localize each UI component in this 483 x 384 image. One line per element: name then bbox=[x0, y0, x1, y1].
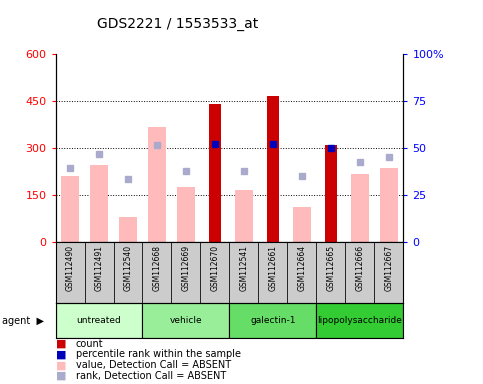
Bar bbox=[325, 145, 337, 242]
Bar bbox=[287, 242, 316, 303]
Text: GSM112664: GSM112664 bbox=[298, 245, 306, 291]
Text: ■: ■ bbox=[56, 339, 66, 349]
Text: count: count bbox=[76, 339, 103, 349]
Bar bbox=[235, 190, 253, 242]
Bar bbox=[85, 242, 114, 303]
Text: value, Detection Call = ABSENT: value, Detection Call = ABSENT bbox=[76, 360, 231, 370]
Bar bbox=[229, 242, 258, 303]
Text: untreated: untreated bbox=[77, 316, 121, 325]
Text: GSM112540: GSM112540 bbox=[124, 245, 132, 291]
Bar bbox=[142, 303, 229, 338]
Text: GSM112670: GSM112670 bbox=[211, 245, 219, 291]
Text: ■: ■ bbox=[56, 360, 66, 370]
Bar bbox=[177, 187, 195, 242]
Text: GSM112669: GSM112669 bbox=[182, 245, 190, 291]
Bar bbox=[142, 242, 171, 303]
Bar bbox=[56, 303, 142, 338]
Bar bbox=[316, 242, 345, 303]
Text: GSM112491: GSM112491 bbox=[95, 245, 103, 291]
Bar bbox=[229, 303, 316, 338]
Bar bbox=[316, 303, 403, 338]
Bar bbox=[258, 242, 287, 303]
Text: GSM112668: GSM112668 bbox=[153, 245, 161, 291]
Text: GSM112667: GSM112667 bbox=[384, 245, 393, 291]
Bar bbox=[380, 168, 398, 242]
Text: vehicle: vehicle bbox=[170, 316, 202, 325]
Text: lipopolysaccharide: lipopolysaccharide bbox=[317, 316, 402, 325]
Bar bbox=[90, 165, 108, 242]
Text: percentile rank within the sample: percentile rank within the sample bbox=[76, 349, 241, 359]
Text: GSM112666: GSM112666 bbox=[355, 245, 364, 291]
Bar bbox=[374, 242, 403, 303]
Text: rank, Detection Call = ABSENT: rank, Detection Call = ABSENT bbox=[76, 371, 226, 381]
Bar bbox=[345, 242, 374, 303]
Bar bbox=[171, 242, 200, 303]
Bar bbox=[351, 174, 369, 242]
Text: GDS2221 / 1553533_at: GDS2221 / 1553533_at bbox=[97, 17, 258, 31]
Bar bbox=[61, 176, 79, 242]
Text: GSM112490: GSM112490 bbox=[66, 245, 74, 291]
Bar bbox=[119, 217, 137, 242]
Bar bbox=[209, 104, 221, 242]
Text: GSM112541: GSM112541 bbox=[240, 245, 248, 291]
Text: GSM112661: GSM112661 bbox=[269, 245, 277, 291]
Text: ■: ■ bbox=[56, 371, 66, 381]
Bar bbox=[200, 242, 229, 303]
Text: galectin-1: galectin-1 bbox=[250, 316, 296, 325]
Text: ■: ■ bbox=[56, 349, 66, 359]
Bar bbox=[114, 242, 142, 303]
Text: agent  ▶: agent ▶ bbox=[2, 316, 44, 326]
Bar bbox=[293, 207, 311, 242]
Bar bbox=[56, 242, 85, 303]
Bar bbox=[267, 96, 279, 242]
Text: GSM112665: GSM112665 bbox=[327, 245, 335, 291]
Bar bbox=[148, 127, 166, 242]
